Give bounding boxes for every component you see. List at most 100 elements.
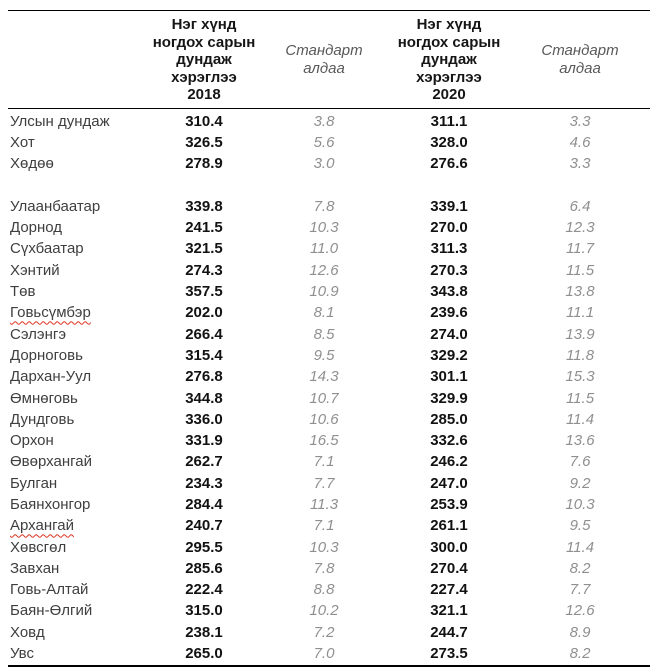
avg-2020-value: 253.9 bbox=[430, 495, 468, 513]
std-error-2018-value: 11.0 bbox=[309, 240, 339, 258]
avg-2020-value: 239.6 bbox=[430, 304, 468, 322]
std-error-2020-value: 15.3 bbox=[565, 368, 595, 386]
summary-rows-group: Улсын дундаж 310.4 3.8 311.1 3.3 Хот 326.5 5.6 3… bbox=[8, 111, 650, 175]
std-error-2020-value: 9.2 bbox=[569, 474, 591, 492]
std-error-2018-value: 8.1 bbox=[313, 304, 335, 322]
region-label: Хөвсгөл bbox=[10, 538, 67, 556]
std-error-2020-value: 9.5 bbox=[569, 517, 591, 535]
avg-2020-value: 311.3 bbox=[430, 240, 468, 258]
avg-2020-value: 328.0 bbox=[430, 133, 468, 151]
region-label: Төв bbox=[10, 283, 36, 301]
region-label: Булган bbox=[10, 474, 58, 492]
region-label: Сүхбаатар bbox=[10, 240, 84, 258]
table-row: Сүхбаатар 321.5 11.0 311.3 11.7 bbox=[8, 238, 650, 259]
avg-2018-value: 202.0 bbox=[185, 304, 223, 322]
std-error-2018-value: 8.8 bbox=[313, 581, 335, 599]
region-label: Өвөрхангай bbox=[10, 453, 92, 471]
table-row: Баян-Өлгий 315.0 10.2 321.1 12.6 bbox=[8, 600, 650, 621]
std-error-2018-value: 7.7 bbox=[313, 474, 335, 492]
table-row: Булган 234.3 7.7 247.0 9.2 bbox=[8, 473, 650, 494]
avg-2018-value: 326.5 bbox=[185, 133, 223, 151]
avg-2020-value: 274.0 bbox=[430, 325, 468, 343]
std-error-2018-value: 5.6 bbox=[313, 133, 335, 151]
table-row: Улсын дундаж 310.4 3.8 311.1 3.3 bbox=[8, 111, 650, 132]
region-label: Говьсүмбэр bbox=[10, 304, 91, 322]
std-error-2018-value: 14.3 bbox=[309, 368, 339, 386]
avg-2020-value: 329.9 bbox=[430, 389, 468, 407]
avg-2020-value: 285.0 bbox=[430, 410, 468, 428]
table-row: Дундговь 336.0 10.6 285.0 11.4 bbox=[8, 409, 650, 430]
std-error-2020-value: 8.9 bbox=[569, 623, 591, 641]
region-label: Хэнтий bbox=[10, 261, 60, 279]
avg-2018-value: 274.3 bbox=[185, 261, 223, 279]
avg-2020-value: 270.4 bbox=[430, 559, 468, 577]
avg-2018-value: 310.4 bbox=[185, 112, 223, 130]
table-row: Говьсүмбэр 202.0 8.1 239.6 11.1 bbox=[8, 302, 650, 323]
avg-2020-value: 300.0 bbox=[430, 538, 468, 556]
std-error-2018-value: 10.7 bbox=[309, 389, 339, 407]
std-error-2020-value: 13.9 bbox=[565, 325, 595, 343]
avg-2020-value: 329.2 bbox=[430, 346, 468, 364]
table-row: Дархан-Уул 276.8 14.3 301.1 15.3 bbox=[8, 366, 650, 387]
std-error-2020-value: 11.5 bbox=[565, 389, 595, 407]
avg-2018-value: 339.8 bbox=[185, 197, 223, 215]
std-error-2018-value: 7.1 bbox=[313, 453, 335, 471]
avg-2018-value: 238.1 bbox=[185, 623, 223, 641]
table-row: Завхан 285.6 7.8 270.4 8.2 bbox=[8, 558, 650, 579]
table-header-row: Нэг хүнд ногдох сарын дундаж хэрэглээ 20… bbox=[8, 11, 650, 109]
std-error-2020-value: 11.4 bbox=[565, 538, 595, 556]
avg-2020-value: 261.1 bbox=[430, 517, 468, 535]
avg-2018-value: 315.0 bbox=[185, 602, 223, 620]
region-label: Сэлэнгэ bbox=[10, 325, 66, 343]
std-error-2020-value: 11.1 bbox=[565, 304, 595, 322]
table-row: Өмнөговь 344.8 10.7 329.9 11.5 bbox=[8, 387, 650, 408]
header-std-error-2020: Стандарт алдаа bbox=[541, 41, 619, 77]
avg-2020-value: 270.0 bbox=[430, 219, 468, 237]
avg-2020-value: 273.5 bbox=[430, 645, 468, 663]
std-error-2018-value: 10.3 bbox=[309, 219, 339, 237]
table-row: Дорнод 241.5 10.3 270.0 12.3 bbox=[8, 217, 650, 238]
avg-2020-value: 321.1 bbox=[430, 602, 468, 620]
std-error-2020-value: 7.6 bbox=[569, 453, 591, 471]
std-error-2020-value: 12.6 bbox=[565, 602, 595, 620]
avg-2018-value: 276.8 bbox=[185, 368, 223, 386]
std-error-2018-value: 7.0 bbox=[313, 645, 335, 663]
table-row: Ховд 238.1 7.2 244.7 8.9 bbox=[8, 622, 650, 643]
std-error-2020-value: 8.2 bbox=[569, 559, 591, 577]
table-row: Дорноговь 315.4 9.5 329.2 11.8 bbox=[8, 345, 650, 366]
std-error-2018-value: 8.5 bbox=[313, 325, 335, 343]
avg-2018-value: 278.9 bbox=[185, 155, 223, 173]
std-error-2018-value: 7.1 bbox=[313, 517, 335, 535]
avg-2020-value: 247.0 bbox=[430, 474, 468, 492]
std-error-2020-value: 11.7 bbox=[565, 240, 595, 258]
avg-2018-value: 321.5 bbox=[185, 240, 223, 258]
avg-2018-value: 240.7 bbox=[185, 517, 223, 535]
group-spacer bbox=[8, 174, 650, 195]
std-error-2020-value: 11.5 bbox=[565, 261, 595, 279]
table-row: Хөвсгөл 295.5 10.3 300.0 11.4 bbox=[8, 536, 650, 557]
region-label: Өмнөговь bbox=[10, 389, 78, 407]
avg-2020-value: 343.8 bbox=[430, 283, 468, 301]
table-row: Орхон 331.9 16.5 332.6 13.6 bbox=[8, 430, 650, 451]
avg-2018-value: 222.4 bbox=[185, 581, 223, 599]
table-row: Увс 265.0 7.0 273.5 8.2 bbox=[8, 643, 650, 664]
std-error-2018-value: 10.2 bbox=[309, 602, 339, 620]
std-error-2020-value: 10.3 bbox=[565, 495, 595, 513]
region-label: Баянхонгор bbox=[10, 495, 91, 513]
avg-2020-value: 244.7 bbox=[430, 623, 468, 641]
region-rows-group: Улаанбаатар 339.8 7.8 339.1 6.4 Дорнод 241.5 10… bbox=[8, 196, 650, 665]
region-label: Дорноговь bbox=[10, 346, 83, 364]
avg-2018-value: 331.9 bbox=[185, 432, 223, 450]
header-avg-2020: Нэг хүнд ногдох сарын дундаж хэрэглээ 20… bbox=[397, 16, 501, 103]
header-region-column bbox=[8, 16, 148, 104]
std-error-2018-value: 3.0 bbox=[313, 155, 335, 173]
std-error-2020-value: 13.6 bbox=[565, 432, 595, 450]
avg-2018-value: 344.8 bbox=[185, 389, 223, 407]
avg-2020-value: 246.2 bbox=[430, 453, 468, 471]
table-row: Архангай 240.7 7.1 261.1 9.5 bbox=[8, 515, 650, 536]
region-label: Дорнод bbox=[10, 219, 63, 237]
avg-2020-value: 332.6 bbox=[430, 432, 468, 450]
std-error-2018-value: 10.3 bbox=[309, 538, 339, 556]
std-error-2018-value: 10.6 bbox=[309, 410, 339, 428]
std-error-2020-value: 12.3 bbox=[565, 219, 595, 237]
